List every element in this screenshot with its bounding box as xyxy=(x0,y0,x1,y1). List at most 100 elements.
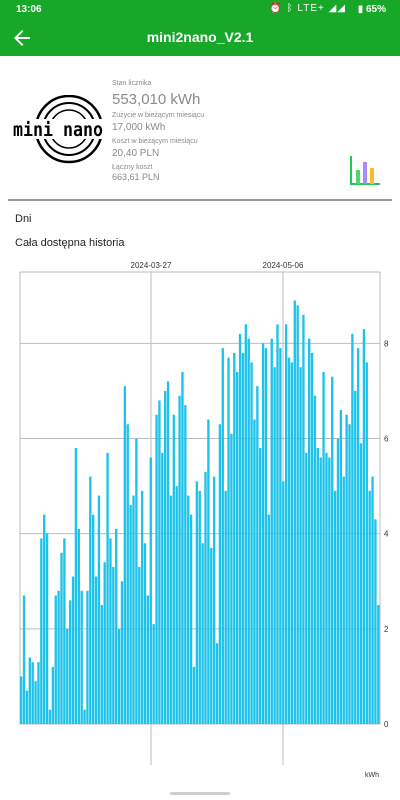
bar xyxy=(140,490,144,724)
bar xyxy=(71,576,75,724)
bar xyxy=(34,681,37,724)
bar xyxy=(302,314,305,724)
bar xyxy=(244,324,247,724)
bar xyxy=(25,690,29,724)
network-type: LTE+ xyxy=(297,3,325,14)
bar xyxy=(356,348,360,724)
x-tick-label: 2024-05-06 xyxy=(263,261,304,270)
bar xyxy=(230,433,233,724)
bar xyxy=(218,424,222,724)
bar xyxy=(172,414,175,724)
battery-icon: ▮ xyxy=(357,4,364,15)
bar xyxy=(253,419,256,724)
y-tick-label: 2 xyxy=(384,625,389,634)
bar xyxy=(282,481,285,724)
period-selector[interactable]: Dni xyxy=(15,213,32,225)
bar xyxy=(178,395,181,724)
y-tick-label: 6 xyxy=(384,435,389,444)
bar xyxy=(284,324,288,724)
divider xyxy=(8,199,392,201)
bluetooth-icon: ᛒ xyxy=(286,3,294,14)
bar xyxy=(66,628,69,724)
bar xyxy=(20,676,23,724)
gesture-nav-handle[interactable] xyxy=(170,792,230,795)
meter-label: Stan licznika xyxy=(112,80,152,87)
battery-percent: 65% xyxy=(365,4,386,15)
bar xyxy=(31,662,34,724)
bar xyxy=(195,481,199,724)
bar xyxy=(40,538,43,724)
bar xyxy=(86,590,89,724)
bar xyxy=(97,495,101,724)
bar xyxy=(310,352,314,724)
bar xyxy=(215,643,219,724)
app-logo: mini nano xyxy=(12,94,104,165)
bar xyxy=(129,505,132,724)
bar xyxy=(331,376,334,724)
bar xyxy=(138,566,141,724)
bar xyxy=(146,595,150,724)
bar xyxy=(342,476,345,724)
bar xyxy=(123,386,127,724)
alarm-icon: ⏰ xyxy=(269,3,283,14)
usage-value: 17,000 kWh xyxy=(112,122,166,133)
bar xyxy=(57,590,60,724)
bar xyxy=(181,371,184,724)
bar xyxy=(267,514,271,724)
bar xyxy=(316,448,319,724)
bar xyxy=(336,438,340,724)
bar xyxy=(270,338,273,724)
bar xyxy=(184,405,187,724)
battery-level: ▮ 65% xyxy=(358,4,386,15)
bar xyxy=(293,300,296,724)
bar xyxy=(299,367,302,724)
bar xyxy=(60,552,63,724)
total-cost-value: 663,61 PLN xyxy=(112,172,160,182)
bar xyxy=(241,352,245,724)
bar xyxy=(236,371,239,724)
bar xyxy=(89,476,92,724)
bar xyxy=(152,624,155,724)
bar xyxy=(328,457,331,724)
bar xyxy=(77,528,80,724)
bar xyxy=(68,600,72,724)
usage-chart: 0 2 4 6 8 2024-03-27 2024-05-06 kWh xyxy=(19,261,389,779)
bar xyxy=(115,528,118,724)
range-selector[interactable]: Cała dostępna historia xyxy=(15,237,125,249)
bar xyxy=(273,367,276,724)
bar xyxy=(238,333,242,724)
total-cost-label: Łączny koszt xyxy=(112,164,153,171)
bar xyxy=(103,562,106,724)
bar xyxy=(28,657,31,724)
bar xyxy=(100,605,103,724)
y-unit-label: kWh xyxy=(365,772,379,779)
bar xyxy=(94,576,98,724)
bar xyxy=(37,662,40,724)
bar xyxy=(43,514,46,724)
bar xyxy=(135,438,138,724)
bar xyxy=(149,457,152,724)
app-bar: mini2nano_V2.1 xyxy=(0,20,400,56)
bar xyxy=(333,490,337,724)
bar xyxy=(319,457,322,724)
bar xyxy=(339,409,343,724)
y-tick-label: 4 xyxy=(384,530,389,539)
bar xyxy=(224,490,227,724)
bar xyxy=(259,448,262,724)
svg-text:mini nano: mini nano xyxy=(13,119,103,141)
cost-label: Koszt w bieżącym miesiącu xyxy=(112,138,198,145)
bar xyxy=(198,490,201,724)
cost-value: 20,40 PLN xyxy=(112,148,160,159)
bar xyxy=(120,581,124,724)
meter-value: 553,010 kWh xyxy=(112,91,201,108)
bar-chart-icon[interactable] xyxy=(349,154,381,186)
x-tick-label: 2024-03-27 xyxy=(131,261,172,270)
bar xyxy=(175,486,178,724)
bar xyxy=(192,666,196,724)
bar xyxy=(22,595,26,724)
bar xyxy=(166,381,170,724)
back-arrow-icon[interactable] xyxy=(10,26,34,50)
bar xyxy=(210,547,213,724)
bar xyxy=(117,628,121,724)
bar xyxy=(233,352,236,724)
